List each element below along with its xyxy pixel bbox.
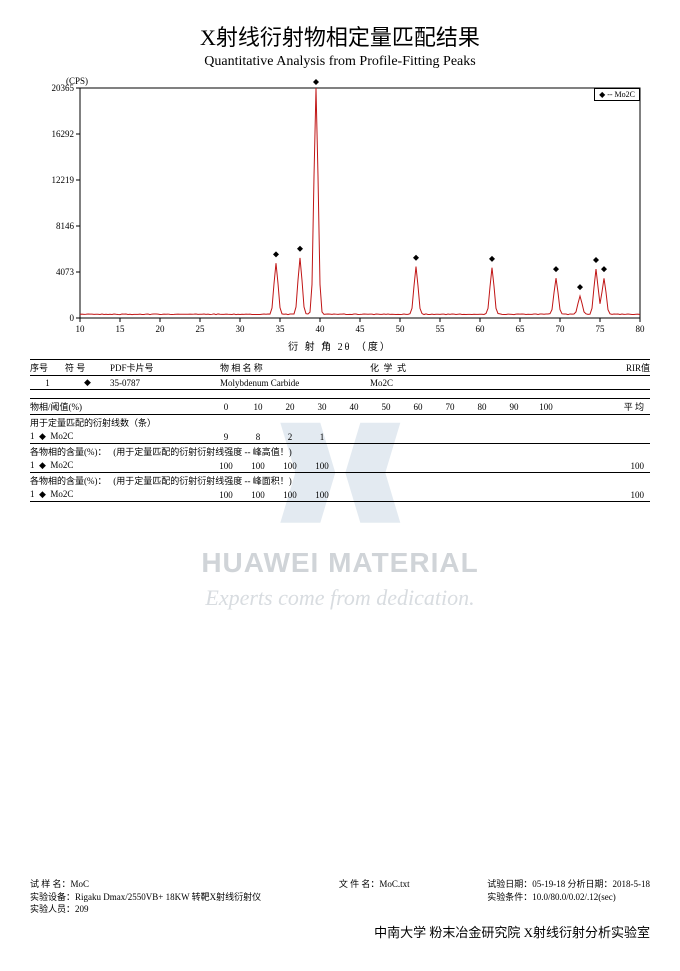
chart-legend: ◆ -- Mo2C [594, 88, 640, 101]
content2-label: 各物相的含量(%)： (用于定量匹配的衍射衍射线强度 -- 峰面积！) [30, 473, 650, 488]
svg-text:70: 70 [556, 324, 566, 334]
svg-text:8146: 8146 [56, 221, 75, 231]
xrd-chart: (CPS) ◆ -- Mo2C 040738146122191629220365… [30, 76, 650, 336]
title-cn: X射线衍射物相定量匹配结果 [30, 20, 650, 52]
svg-text:0: 0 [70, 313, 75, 323]
table1-header: 序号 符 号 PDF卡片号 物 相 名 称 化 学 式 RIR值 [30, 359, 650, 376]
scale-header: 物相/阈值(%) 0102030405060708090100 平 均 [30, 398, 650, 415]
title-en: Quantitative Analysis from Profile-Fitti… [30, 54, 650, 70]
svg-text:30: 30 [236, 324, 246, 334]
lines-count-label: 用于定量匹配的衍射线数（条） [30, 415, 650, 430]
table1-row: 1 ◆ 35-0787 Molybdenum Carbide Mo2C [30, 376, 650, 390]
svg-text:65: 65 [516, 324, 526, 334]
data-tables: 序号 符 号 PDF卡片号 物 相 名 称 化 学 式 RIR值 1 ◆ 35-… [30, 359, 650, 502]
footer-equip: 实验设备：Rigaku Dmax/2550VB+ 18KW 转靶X射线衍射仪 [30, 891, 261, 904]
watermark-sub: Experts come from dedication. [201, 584, 478, 610]
footer-sample: 试 样 名：MoC [30, 878, 261, 891]
svg-text:75: 75 [596, 324, 606, 334]
svg-text:20: 20 [156, 324, 166, 334]
svg-text:12219: 12219 [52, 175, 75, 185]
x-axis-label: 衍 射 角 2θ （度） [30, 338, 650, 353]
footer: 试 样 名：MoC 实验设备：Rigaku Dmax/2550VB+ 18KW … [30, 878, 650, 941]
content2-row: 1 ◆ Mo2C 100100100100 100 [30, 488, 650, 502]
y-axis-label: (CPS) [66, 76, 88, 86]
footer-testdate: 试验日期：05-19-18 分析日期：2018-5-18 [487, 878, 650, 891]
content1-row: 1 ◆ Mo2C 100100100100 100 [30, 459, 650, 473]
svg-text:16292: 16292 [52, 129, 75, 139]
svg-text:15: 15 [116, 324, 126, 334]
svg-text:50: 50 [396, 324, 406, 334]
svg-text:35: 35 [276, 324, 286, 334]
svg-text:55: 55 [436, 324, 446, 334]
content1-label: 各物相的含量(%)： (用于定量匹配的衍射衍射线强度 -- 峰高值！) [30, 444, 650, 459]
footer-file: 文 件 名：MoC.txt [339, 878, 410, 891]
svg-text:80: 80 [636, 324, 646, 334]
watermark-title: HUAWEI MATERIAL [201, 546, 478, 578]
footer-person: 实验人员：209 [30, 903, 261, 916]
svg-text:25: 25 [196, 324, 206, 334]
svg-text:60: 60 [476, 324, 486, 334]
lab-name: 中南大学 粉末冶金研究院 X射线衍射分析实验室 [30, 922, 650, 941]
svg-text:10: 10 [76, 324, 86, 334]
lines-count-row: 1 ◆ Mo2C 9821 [30, 430, 650, 444]
svg-text:4073: 4073 [56, 267, 75, 277]
svg-text:45: 45 [356, 324, 366, 334]
svg-text:40: 40 [316, 324, 326, 334]
footer-cond: 实验条件：10.0/80.0/0.02/.12(sec) [487, 891, 650, 904]
